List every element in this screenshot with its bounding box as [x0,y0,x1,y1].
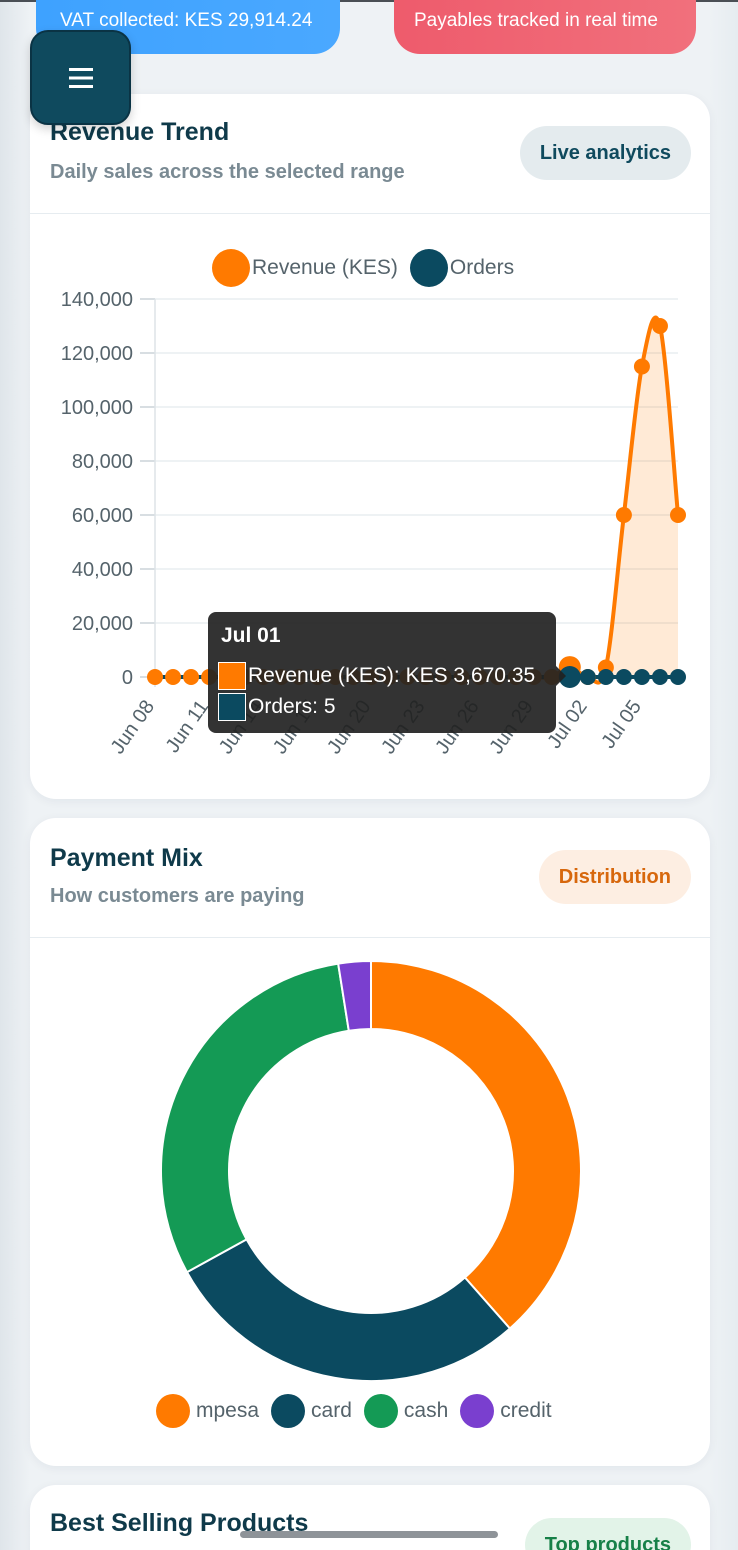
legend-item-mpesa[interactable]: mpesa [156,1394,259,1428]
payment-chart-legend: mpesa card cash credit [156,1394,564,1428]
legend-swatch-revenue [212,249,250,287]
payment-donut-chart [160,959,582,1382]
legend-item-revenue[interactable]: Revenue (KES) [212,249,398,287]
legend-label-mpesa: mpesa [196,1399,260,1422]
payables-summary-text: Payables tracked in real time [414,10,658,31]
distribution-badge[interactable]: Distribution [538,850,691,904]
legend-label-revenue: Revenue (KES) [252,256,398,279]
live-analytics-badge[interactable]: Live analytics [519,126,691,180]
card-divider [30,213,710,214]
payment-card-subtitle: How customers are paying [50,885,305,907]
legend-label-card: card [311,1399,352,1422]
tooltip-title: Jul 01 [221,624,281,647]
chart-tooltip: Jul 01 Revenue (KES): KES 3,670.35 Order… [208,612,566,733]
tooltip-swatch-orders [218,693,246,721]
tooltip-caret [556,666,566,686]
vat-summary-text: VAT collected: KES 29,914.24 [60,10,313,31]
menu-button[interactable] [30,30,131,125]
card-divider [30,937,710,938]
home-indicator [240,1531,498,1538]
tooltip-swatch-revenue [218,662,246,690]
revenue-card-subtitle: Daily sales across the selected range [50,161,405,183]
payables-summary-pill: Payables tracked in real time [394,0,696,54]
donut-slice-mpesa [370,959,582,1330]
tooltip-orders-text: Orders: 5 [248,695,336,718]
donut-slice-credit [337,959,372,1032]
legend-item-cash[interactable]: cash [363,1394,449,1428]
legend-swatch-mpesa [156,1394,190,1428]
legend-swatch-card [271,1394,306,1428]
donut-slice-card [185,1238,512,1382]
tooltip-row-revenue: Revenue (KES): KES 3,670.35 [218,662,535,690]
tooltip-row-orders: Orders: 5 [218,693,336,721]
legend-label-cash: cash [403,1399,449,1422]
legend-label-credit: credit [500,1399,552,1422]
legend-swatch-cash [363,1394,398,1428]
hamburger-menu-icon [68,67,93,88]
best-selling-card: Best Selling Products Top products [30,1485,710,1550]
donut-slice-cash [160,962,350,1274]
payment-card-title: Payment Mix [50,844,203,872]
legend-label-orders: Orders [449,256,515,279]
legend-swatch-credit [460,1394,495,1428]
tooltip-revenue-text: Revenue (KES): KES 3,670.35 [248,664,536,687]
legend-item-card[interactable]: card [271,1394,352,1428]
legend-swatch-orders [409,249,448,287]
legend-item-orders[interactable]: Orders [409,249,515,287]
revenue-chart-legend: Revenue (KES) Orders [212,249,526,287]
top-products-badge[interactable]: Top products [524,1518,691,1550]
legend-item-credit[interactable]: credit [460,1394,552,1428]
status-divider [0,0,738,2]
